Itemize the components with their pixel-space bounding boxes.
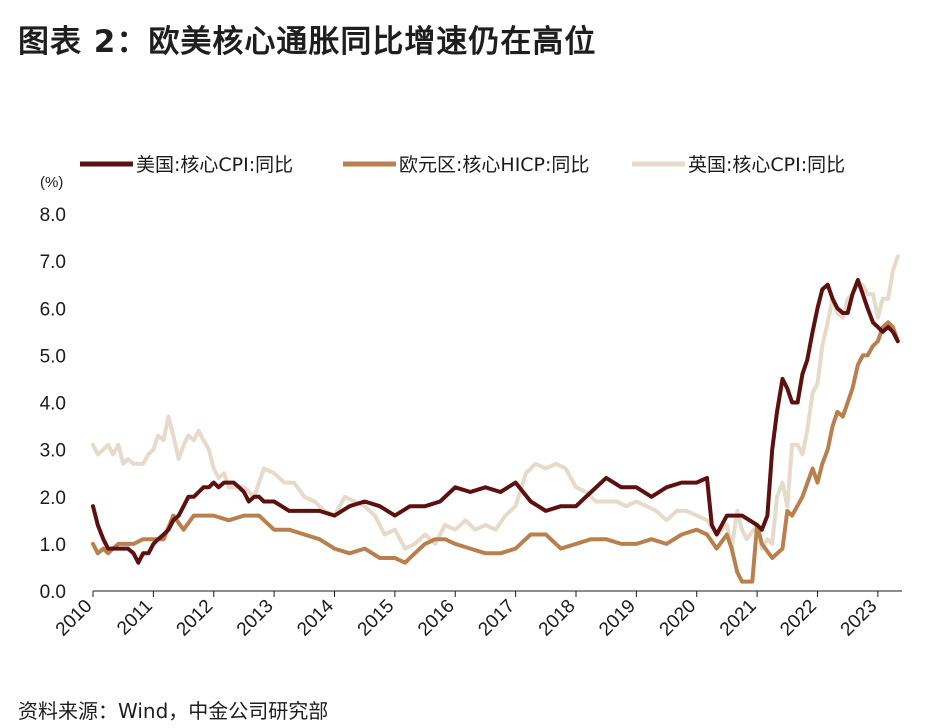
- source-note: 资料来源：Wind，中金公司研究部: [18, 699, 329, 723]
- x-tick-label: 2019: [595, 596, 640, 641]
- y-tick-label: 1.0: [40, 535, 66, 556]
- series-line-3: [91, 254, 900, 551]
- x-tick-label: 2020: [656, 596, 701, 641]
- x-tick-label: 2017: [474, 596, 519, 641]
- x-tick-label: 2022: [776, 596, 821, 641]
- legend: 美国:核心CPI:同比 欧元区:核心HICP:同比 英国:核心CPI:同比: [80, 154, 845, 176]
- y-tick-label: 3.0: [40, 441, 66, 462]
- y-tick-label: 2.0: [40, 488, 66, 509]
- x-tick-label: 2023: [837, 596, 882, 641]
- x-tick-label: 2018: [535, 596, 580, 641]
- x-tick-label: 2013: [233, 596, 278, 641]
- x-tick-label: 2012: [173, 596, 218, 641]
- legend-label: 英国:核心CPI:同比: [688, 154, 845, 176]
- series-line-1: [91, 278, 900, 565]
- x-tick-label: 2015: [354, 596, 399, 641]
- y-axis-ticks: 0.0 1.0 2.0 3.0 4.0 5.0 6.0 7.0 8.0: [40, 205, 66, 603]
- x-tick-label: 2021: [716, 596, 761, 641]
- y-tick-label: 0.0: [40, 582, 66, 603]
- chart-title: 图表 2：欧美核心通胀同比增速仍在高位: [18, 24, 597, 60]
- x-axis-ticks: 2010 2011 2012 2013 2014 2015 2016 2017 2018 2019…: [52, 591, 882, 641]
- y-tick-label: 8.0: [40, 205, 66, 226]
- y-tick-label: 4.0: [40, 394, 66, 415]
- legend-label: 美国:核心CPI:同比: [136, 154, 293, 176]
- legend-label: 欧元区:核心HICP:同比: [399, 154, 589, 176]
- x-tick-label: 2014: [293, 595, 338, 640]
- y-tick-label: 5.0: [40, 346, 66, 367]
- y-tick-label: 6.0: [40, 299, 66, 320]
- y-tick-label: 7.0: [40, 252, 66, 273]
- series-lines: [91, 254, 900, 584]
- x-tick-label: 2011: [113, 596, 157, 640]
- y-axis-unit-label: (%): [40, 174, 63, 191]
- x-tick-label: 2016: [414, 596, 459, 641]
- series-line-2: [91, 320, 900, 584]
